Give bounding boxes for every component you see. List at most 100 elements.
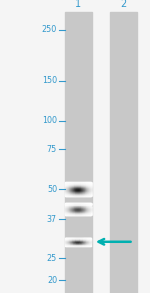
Bar [69, 190, 70, 191]
Bar [86, 192, 87, 193]
Bar [80, 205, 81, 206]
Bar [76, 211, 77, 212]
Bar [81, 187, 82, 188]
Bar [86, 207, 87, 208]
Bar [85, 188, 86, 189]
Bar [85, 184, 86, 185]
Bar [80, 187, 81, 188]
Bar [73, 193, 74, 194]
Bar [76, 192, 77, 193]
Bar [64, 206, 65, 207]
Bar [88, 203, 89, 204]
Bar [80, 191, 81, 192]
Bar [88, 206, 89, 207]
Bar [90, 187, 91, 188]
Bar [74, 212, 75, 213]
Bar [77, 205, 78, 206]
Bar [80, 203, 81, 204]
Bar [87, 212, 88, 213]
Bar [86, 212, 87, 213]
Bar [87, 194, 88, 195]
Bar [67, 186, 68, 187]
Bar [86, 191, 87, 192]
Bar [85, 214, 86, 215]
Bar [83, 186, 84, 187]
Bar [69, 185, 70, 186]
Bar [75, 189, 76, 190]
Bar [70, 208, 71, 209]
Bar [70, 209, 71, 210]
Bar [81, 193, 82, 194]
Bar [75, 191, 76, 192]
Bar [79, 189, 80, 190]
Bar [84, 194, 85, 195]
Bar [81, 210, 82, 211]
Bar [84, 209, 85, 210]
Bar [83, 189, 84, 190]
Bar [77, 194, 78, 195]
Bar [89, 210, 90, 211]
Bar [82, 205, 83, 206]
Bar [87, 211, 88, 212]
Bar [81, 190, 82, 191]
Bar [84, 207, 85, 208]
Bar [72, 214, 73, 215]
Bar [81, 188, 82, 189]
Bar [84, 211, 85, 212]
Bar [85, 193, 86, 194]
Bar [87, 183, 88, 184]
Bar [85, 186, 86, 187]
Bar [85, 213, 86, 214]
Bar [68, 209, 69, 210]
Bar [66, 208, 67, 209]
Bar [64, 182, 65, 183]
Bar [84, 185, 85, 186]
Bar [86, 210, 87, 211]
Bar [66, 182, 67, 183]
Bar [76, 188, 77, 189]
Bar [67, 210, 68, 211]
Bar [67, 191, 68, 192]
Bar [85, 183, 86, 184]
Bar [66, 185, 67, 186]
Bar [86, 211, 87, 212]
Bar [69, 207, 70, 208]
Bar [69, 212, 70, 213]
Bar [65, 209, 66, 210]
Bar [73, 187, 74, 188]
Bar [81, 206, 82, 207]
Bar [83, 194, 84, 195]
Bar [87, 184, 88, 185]
Bar [67, 213, 68, 214]
Bar [88, 192, 89, 193]
Bar [74, 203, 75, 204]
Bar [71, 207, 72, 208]
Bar [83, 208, 84, 209]
Bar [80, 195, 81, 196]
Bar [87, 205, 88, 206]
Bar [91, 209, 92, 210]
Bar [85, 185, 86, 186]
Bar [65, 186, 66, 187]
Bar [68, 187, 69, 188]
Bar [90, 213, 91, 214]
Bar [75, 209, 76, 210]
Bar [90, 203, 91, 204]
Bar [64, 213, 65, 214]
Bar [66, 195, 67, 196]
Bar [67, 212, 68, 213]
Bar [68, 184, 69, 185]
Bar [85, 187, 86, 188]
Bar [82, 191, 83, 192]
Bar [65, 203, 66, 204]
Bar [81, 195, 82, 196]
Bar [70, 189, 71, 190]
Bar [77, 183, 78, 184]
Bar [66, 204, 67, 205]
Bar [72, 203, 73, 204]
Bar [86, 208, 87, 209]
Bar [88, 212, 89, 213]
Bar [85, 203, 86, 204]
Bar [82, 189, 83, 190]
Bar [91, 213, 92, 214]
